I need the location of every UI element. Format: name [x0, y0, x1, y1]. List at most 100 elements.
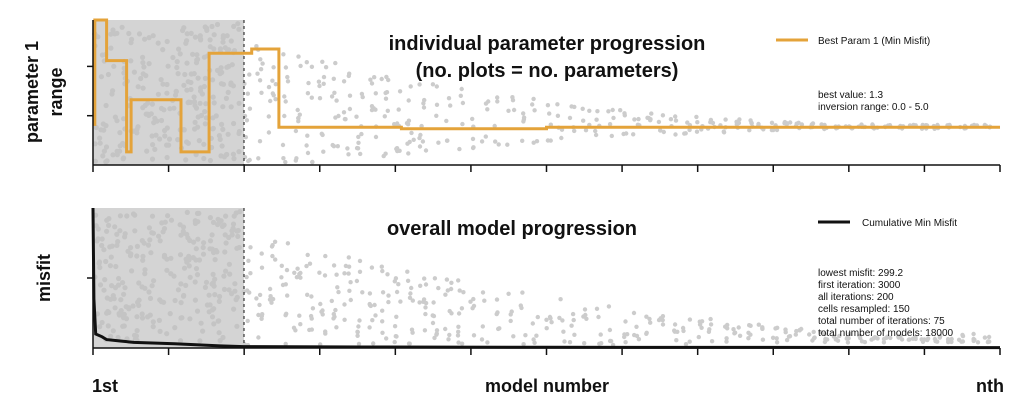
param-sample-point — [160, 81, 166, 87]
param-best-line — [93, 18, 1000, 154]
param-sample-point — [195, 114, 201, 120]
misfit-sample-point — [818, 330, 823, 335]
misfit-sample-point — [108, 254, 114, 260]
misfit-sample-point — [147, 237, 153, 243]
param-sample-point — [202, 121, 208, 127]
misfit-sample-point — [227, 271, 233, 277]
misfit-sample-point — [599, 341, 604, 346]
param-sample-point — [559, 135, 564, 141]
misfit-sample-point — [699, 325, 704, 330]
param-sample-point — [177, 51, 183, 57]
misfit-sample-point — [206, 292, 212, 298]
misfit-sample-point — [386, 293, 391, 298]
misfit-sample-point — [770, 335, 776, 340]
param-sample-point — [175, 137, 181, 143]
misfit-sample-point — [794, 328, 799, 334]
misfit-sample-point — [157, 328, 163, 334]
misfit-sample-point — [443, 292, 448, 297]
param-sample-point — [157, 136, 163, 142]
misfit-sample-point — [392, 339, 397, 345]
misfit-sample-point — [748, 323, 753, 328]
param-sample-point — [165, 63, 171, 69]
param-sample-point — [194, 57, 200, 63]
param-sample-point — [583, 128, 589, 133]
misfit-sample-point — [417, 300, 422, 305]
param-sample-point — [245, 91, 250, 96]
misfit-sample-point — [471, 333, 477, 338]
param-sample-point — [142, 36, 148, 42]
misfit-sample-point — [244, 274, 249, 280]
param-sample-point — [305, 150, 311, 156]
param-sample-point — [135, 84, 141, 90]
param-sample-point — [254, 44, 259, 49]
param-sample-point — [341, 110, 347, 115]
misfit-sample-point — [142, 271, 148, 277]
misfit-sample-point — [835, 338, 841, 343]
param-sample-point — [191, 94, 197, 100]
param-sample-point — [470, 145, 476, 151]
misfit-sample-point — [122, 285, 128, 291]
misfit-sample-point — [180, 228, 186, 234]
param-sample-point — [140, 85, 146, 91]
param-sample-point — [347, 93, 353, 98]
misfit-sample-point — [207, 238, 214, 244]
misfit-sample-point — [644, 331, 649, 336]
misfit-sample-point — [187, 274, 193, 280]
param-sample-point — [572, 128, 577, 134]
misfit-sample-point — [557, 315, 562, 321]
misfit-sample-point — [725, 322, 730, 328]
misfit-sample-point — [648, 320, 653, 325]
misfit-sample-point — [245, 318, 250, 324]
param-sample-point — [223, 95, 229, 101]
param-sample-point — [434, 102, 440, 108]
param-sample-point — [271, 65, 276, 70]
param-sample-point — [174, 64, 180, 71]
misfit-panel: overall model progression misfit Cumulat… — [34, 207, 1001, 355]
param-sample-point — [270, 91, 275, 96]
misfit-sample-point — [292, 270, 297, 275]
misfit-annotation-total-models: total number of models: 18000 — [818, 328, 954, 339]
misfit-sample-point — [982, 335, 988, 340]
misfit-sample-point — [187, 237, 193, 244]
param-sample-point — [547, 111, 552, 116]
param-sample-point — [175, 71, 181, 77]
param-sample-point — [103, 123, 109, 129]
param-sample-point — [530, 102, 535, 107]
param-sample-point — [417, 82, 422, 87]
param-sample-point — [346, 152, 351, 157]
misfit-sample-point — [270, 296, 276, 302]
param-sample-point — [149, 133, 155, 139]
misfit-sample-point — [708, 316, 713, 322]
param-sample-point — [242, 81, 247, 86]
misfit-sample-point — [318, 301, 323, 307]
param-sample-point — [160, 47, 166, 53]
misfit-sample-point — [171, 273, 177, 279]
param-sample-point — [423, 148, 429, 153]
param-sample-point — [321, 81, 326, 87]
param-sample-point — [372, 75, 377, 80]
misfit-sample-point — [598, 332, 603, 337]
param-sample-point — [201, 83, 207, 90]
param-sample-point — [396, 107, 401, 112]
misfit-sample-point — [134, 243, 140, 249]
misfit-sample-point — [115, 334, 121, 341]
param-sample-point — [112, 114, 118, 120]
param-sample-point — [668, 117, 674, 122]
param-sample-point — [316, 79, 322, 84]
param-sample-point — [306, 80, 311, 86]
misfit-sample-point — [222, 249, 228, 255]
param-sample-point — [436, 140, 441, 145]
misfit-sample-point — [247, 290, 252, 295]
misfit-sample-point — [430, 320, 436, 326]
misfit-sample-point — [807, 332, 812, 337]
misfit-sample-point — [899, 337, 905, 342]
param-sample-point — [192, 119, 198, 125]
param-sample-point — [164, 38, 170, 45]
misfit-sample-point — [971, 336, 976, 342]
param-sample-point — [223, 152, 229, 158]
misfit-sample-point — [236, 244, 242, 251]
misfit-sample-point — [960, 332, 965, 338]
param-sample-point — [153, 132, 159, 138]
misfit-sample-point — [196, 210, 202, 216]
param-sample-point — [356, 140, 361, 145]
